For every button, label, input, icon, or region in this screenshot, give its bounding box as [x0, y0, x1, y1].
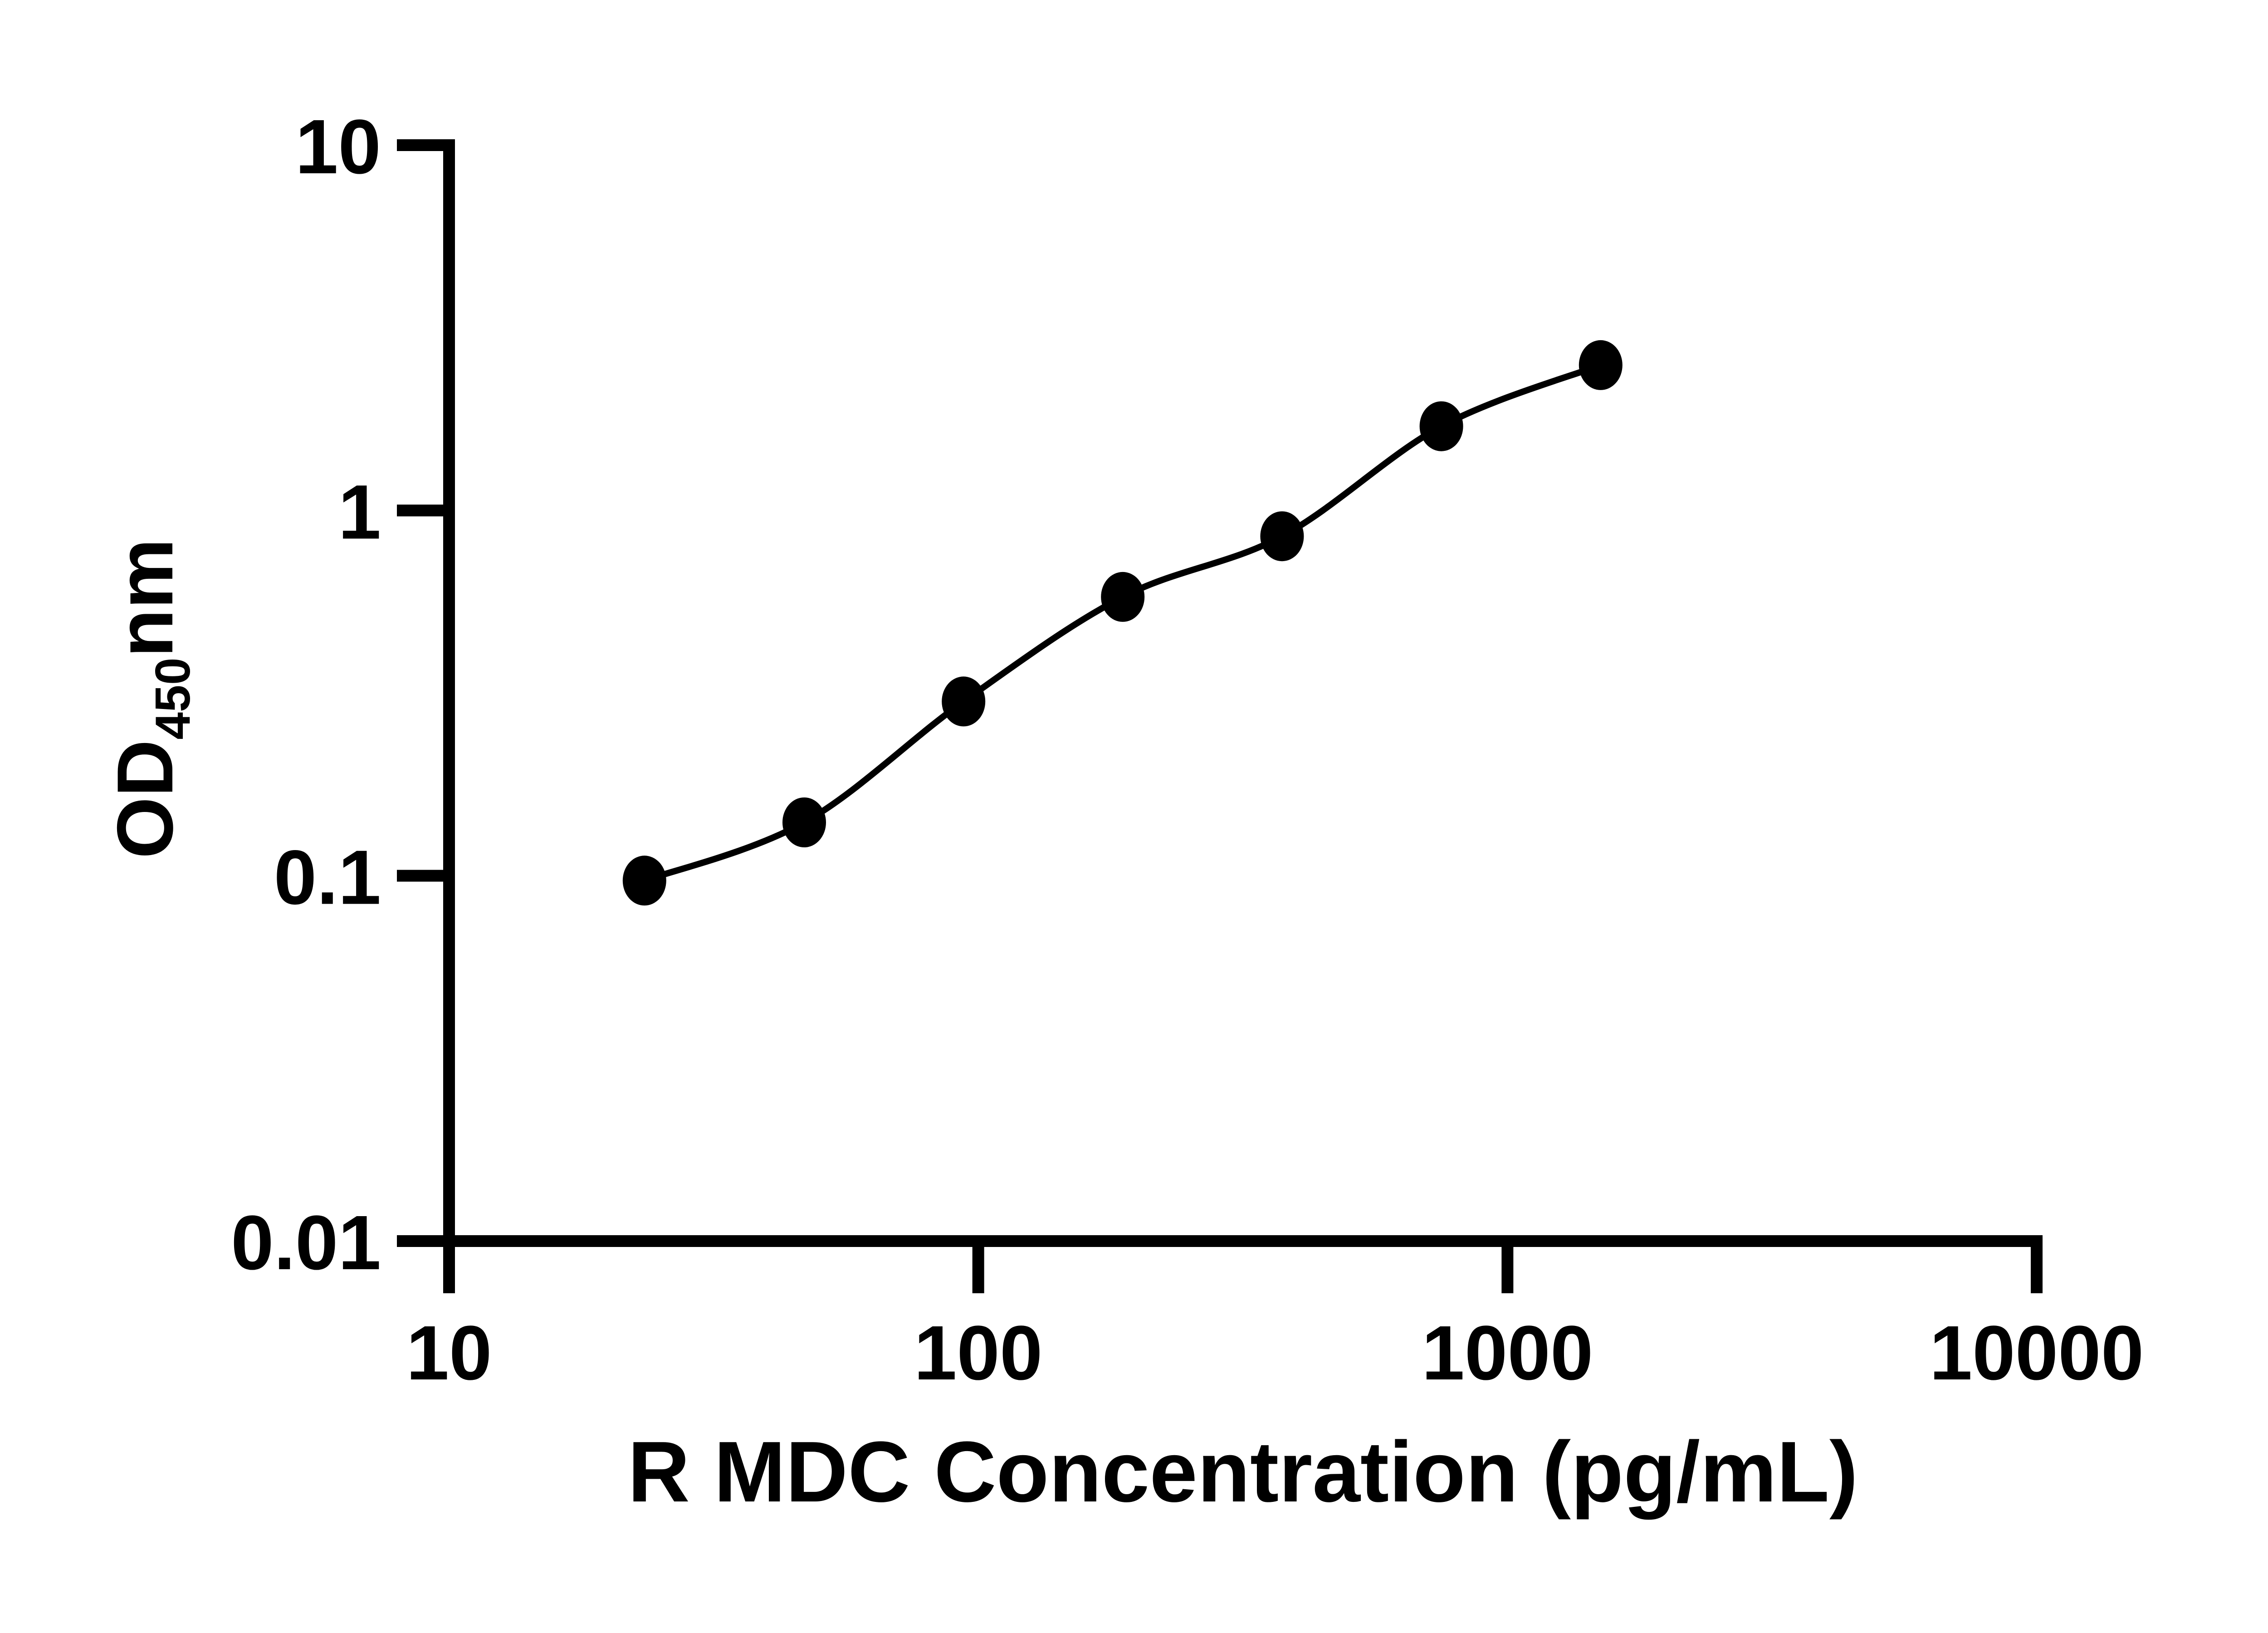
- y-tick-label: 1: [338, 469, 381, 555]
- data-point-marker: [1419, 401, 1463, 451]
- x-axis-tick-labels: 10 100 1000 10000: [406, 1310, 2144, 1396]
- x-tick-label: 100: [914, 1310, 1043, 1396]
- data-point-marker: [1260, 511, 1304, 562]
- data-point-marker: [782, 797, 826, 847]
- data-point-markers: [622, 340, 1623, 906]
- y-tick-label: 10: [295, 104, 381, 190]
- y-tick-label: 0.01: [231, 1200, 381, 1286]
- y-tick-label: 0.1: [274, 835, 381, 921]
- axes-group: [443, 139, 2043, 1247]
- y-axis-tick-marks: [397, 139, 449, 1247]
- data-point-marker: [1579, 340, 1623, 390]
- x-axis-tick-marks: [443, 1241, 2043, 1293]
- data-point-marker: [622, 856, 666, 906]
- y-axis-title-group: OD450nm: [101, 538, 200, 859]
- data-point-marker: [1101, 572, 1145, 622]
- y-axis-tick-labels: 0.01 0.1 1 10: [231, 104, 381, 1286]
- y-axis-title: OD450nm: [101, 538, 200, 859]
- x-tick-label: 10: [406, 1310, 492, 1396]
- data-point-marker: [942, 676, 986, 727]
- x-tick-label: 1000: [1422, 1310, 1593, 1396]
- x-tick-label: 10000: [1930, 1310, 2144, 1396]
- x-axis-title: R MDC Concentration (pg/mL): [628, 1424, 1858, 1520]
